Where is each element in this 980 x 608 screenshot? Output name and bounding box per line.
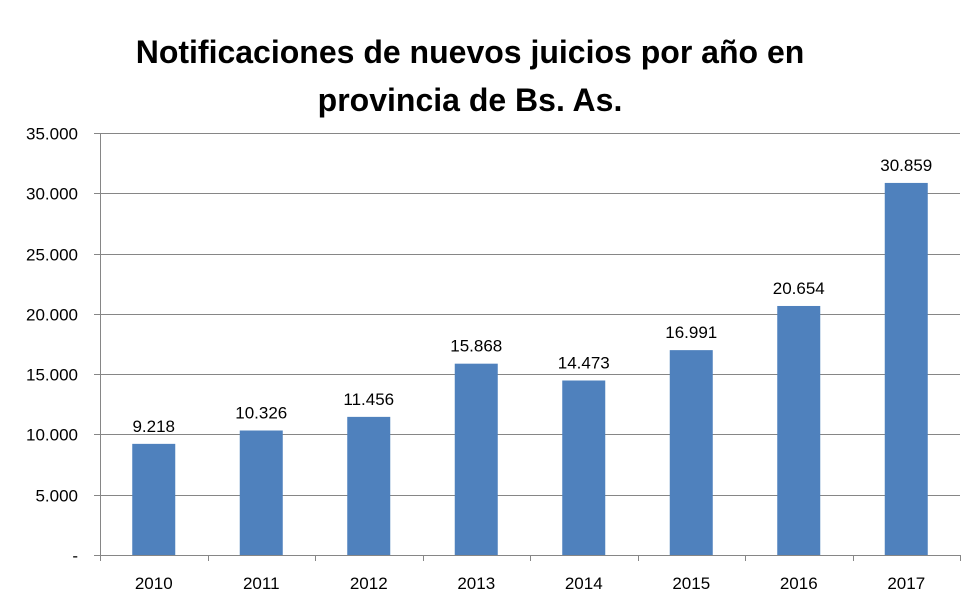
x-tick-label: 2011	[243, 574, 280, 593]
data-label: 16.991	[665, 323, 717, 342]
bar	[777, 305, 821, 555]
y-tick-label: -	[72, 547, 78, 566]
bar	[454, 363, 498, 555]
x-tick-label: 2014	[565, 574, 603, 593]
data-label: 10.326	[235, 403, 287, 422]
data-label: 20.654	[773, 279, 825, 298]
x-tick-label: 2010	[135, 574, 173, 593]
y-tick-label: 10.000	[26, 426, 78, 445]
y-tick-label: 35.000	[26, 125, 78, 144]
bar	[669, 350, 713, 555]
chart-title-line-1: Notificaciones de nuevos juicios por año…	[135, 34, 805, 70]
y-tick-label: 25.000	[26, 246, 78, 265]
bar	[562, 380, 606, 555]
x-tick-label: 2012	[350, 574, 388, 593]
y-tick-label: 5.000	[35, 487, 78, 506]
chart-title-line-2: provincia de Bs. As.	[317, 82, 623, 118]
data-label: 14.473	[558, 353, 610, 372]
data-label: 11.456	[343, 390, 394, 409]
chart-title: Notificaciones de nuevos juicios por año…	[100, 28, 840, 124]
y-tick-label: 30.000	[26, 185, 78, 204]
data-label: 30.859	[880, 156, 932, 175]
x-tick-label: 2015	[672, 574, 710, 593]
y-tick-label: 20.000	[26, 306, 78, 325]
bar	[132, 443, 176, 555]
bar	[239, 430, 283, 555]
data-label: 9.218	[132, 417, 175, 436]
x-tick-label: 2013	[457, 574, 495, 593]
y-tick-label: 15.000	[26, 366, 78, 385]
x-tick-label: 2017	[887, 574, 925, 593]
data-label: 15.868	[450, 337, 502, 356]
bar	[884, 182, 928, 555]
bar	[347, 416, 391, 555]
x-tick-label: 2016	[780, 574, 818, 593]
